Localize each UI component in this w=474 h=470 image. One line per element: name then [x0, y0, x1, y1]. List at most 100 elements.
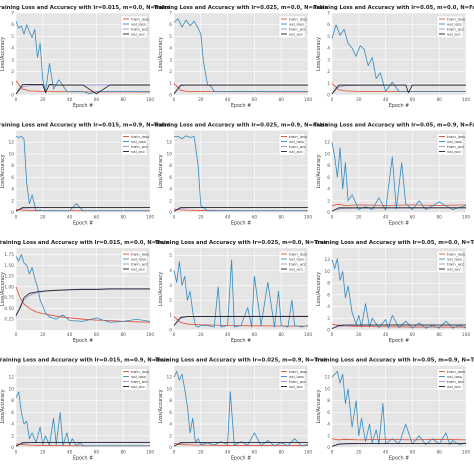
y-tick-label: 1.25 [4, 274, 14, 280]
x-tick-label: 20 [40, 215, 46, 221]
legend-entry: train_loss [447, 134, 465, 139]
legend-box [436, 133, 464, 156]
series-line-val_loss [173, 259, 309, 328]
x-tick-label: 100 [304, 215, 312, 221]
chart-title: Training Loss and Accuracy with lr=0.05,… [313, 123, 474, 129]
series-line-train_loss [331, 203, 467, 206]
y-tick-label: 12 [325, 375, 331, 381]
series-line-val_acc [331, 324, 466, 330]
x-tick-label: 60 [410, 450, 416, 456]
legend-box [278, 368, 306, 391]
legend-entry: val_acc [447, 267, 461, 272]
legend-entry: train_loss [289, 369, 307, 374]
legend-entry: train_loss [289, 134, 307, 139]
legend-entry: val_loss [447, 22, 462, 27]
x-tick-label: 80 [278, 450, 284, 456]
legend-box [120, 368, 148, 391]
y-tick-label: 6 [11, 22, 14, 28]
x-tick-label: 100 [146, 450, 154, 456]
legend-box [278, 133, 306, 156]
y-axis-label: Loss/Accuracy [158, 37, 164, 71]
y-tick-label: 0 [327, 93, 330, 99]
legend-entry: train_acc [131, 379, 148, 384]
chart-title: Training Loss and Accuracy with lr=0.015… [0, 5, 171, 11]
x-tick-label: 80 [436, 450, 442, 456]
x-tick-label: 80 [278, 332, 284, 338]
y-tick-label: 4 [169, 46, 172, 52]
chart-title: Training Loss and Accuracy with lr=0.05,… [315, 358, 474, 364]
x-tick-label: 20 [40, 450, 46, 456]
x-tick-label: 0 [331, 450, 334, 456]
legend-entry: val_acc [289, 149, 303, 154]
y-tick-label: 10 [325, 151, 331, 157]
y-axis-label: Loss/Accuracy [316, 37, 322, 71]
y-tick-label: 3 [327, 57, 330, 63]
y-tick-label: 4 [11, 187, 14, 193]
y-tick-label: 0.75 [4, 295, 14, 301]
y-tick-label: 3 [169, 283, 172, 289]
x-tick-label: 60 [94, 215, 100, 221]
legend-entry: val_acc [131, 267, 145, 272]
x-tick-label: 60 [94, 332, 100, 338]
x-tick-label: 100 [304, 97, 312, 103]
y-tick-label: 5 [327, 34, 330, 40]
x-tick-label: 60 [252, 450, 258, 456]
x-tick-label: 40 [383, 215, 389, 221]
y-axis-label: Loss/Accuracy [316, 154, 322, 188]
x-tick-label: 60 [410, 97, 416, 103]
y-tick-label: 12 [167, 375, 173, 381]
x-tick-label: 100 [146, 332, 154, 338]
x-tick-label: 20 [40, 97, 46, 103]
series-line-val_acc [173, 207, 308, 212]
legend-entry: train_acc [289, 144, 306, 149]
y-tick-label: 2 [327, 69, 330, 75]
y-tick-label: 6 [327, 175, 330, 181]
legend-entry: val_acc [447, 32, 461, 37]
chart-panel-7: Training Loss and Accuracy with lr=0.015… [0, 240, 170, 344]
x-tick-label: 0 [15, 97, 18, 103]
y-axis-label: Loss/Accuracy [316, 272, 322, 306]
y-tick-label: 0 [11, 93, 14, 99]
y-tick-label: 2 [327, 316, 330, 322]
legend-entry: val_loss [131, 139, 146, 144]
x-tick-label: 40 [225, 97, 231, 103]
x-axis-label: Epoch # [389, 456, 409, 462]
x-tick-label: 100 [304, 332, 312, 338]
y-tick-label: 1 [11, 81, 14, 87]
x-axis-label: Epoch # [231, 103, 251, 109]
legend-entry: val_acc [131, 32, 145, 37]
x-tick-label: 20 [198, 215, 204, 221]
legend-box [436, 15, 464, 39]
y-tick-label: 8 [327, 281, 330, 287]
x-tick-label: 40 [67, 332, 73, 338]
x-tick-label: 20 [198, 332, 204, 338]
legend-entry: val_loss [131, 22, 146, 27]
y-tick-label: 12 [9, 140, 15, 146]
x-axis-label: Epoch # [389, 338, 409, 344]
y-tick-label: 2 [327, 433, 330, 439]
y-tick-label: 0 [169, 328, 172, 334]
x-tick-label: 80 [436, 215, 442, 221]
y-tick-label: 10 [167, 386, 173, 392]
y-tick-label: 5 [11, 34, 14, 40]
x-tick-label: 20 [356, 215, 362, 221]
legend-box [120, 133, 148, 156]
series-line-val_acc [173, 316, 308, 326]
x-tick-label: 20 [40, 332, 46, 338]
legend-entry: train_acc [131, 262, 148, 267]
legend-entry: train_loss [447, 252, 465, 257]
chart-title: Training Loss and Accuracy with lr=0.05,… [313, 5, 474, 11]
series-line-val_acc [15, 84, 150, 95]
legend-entry: val_acc [131, 384, 145, 389]
y-tick-label: 0 [169, 93, 172, 99]
x-tick-label: 0 [15, 450, 18, 456]
y-tick-label: 3 [11, 57, 14, 63]
y-tick-label: 0 [327, 445, 330, 451]
y-tick-label: 1 [169, 313, 172, 319]
legend-entry: train_acc [447, 27, 464, 32]
y-tick-label: 5 [169, 34, 172, 40]
x-tick-label: 60 [252, 215, 258, 221]
chart-panel-6: Training Loss and Accuracy with lr=0.05,… [313, 123, 474, 227]
legend-entry: val_loss [131, 374, 146, 379]
series-line-val_loss [331, 370, 467, 445]
